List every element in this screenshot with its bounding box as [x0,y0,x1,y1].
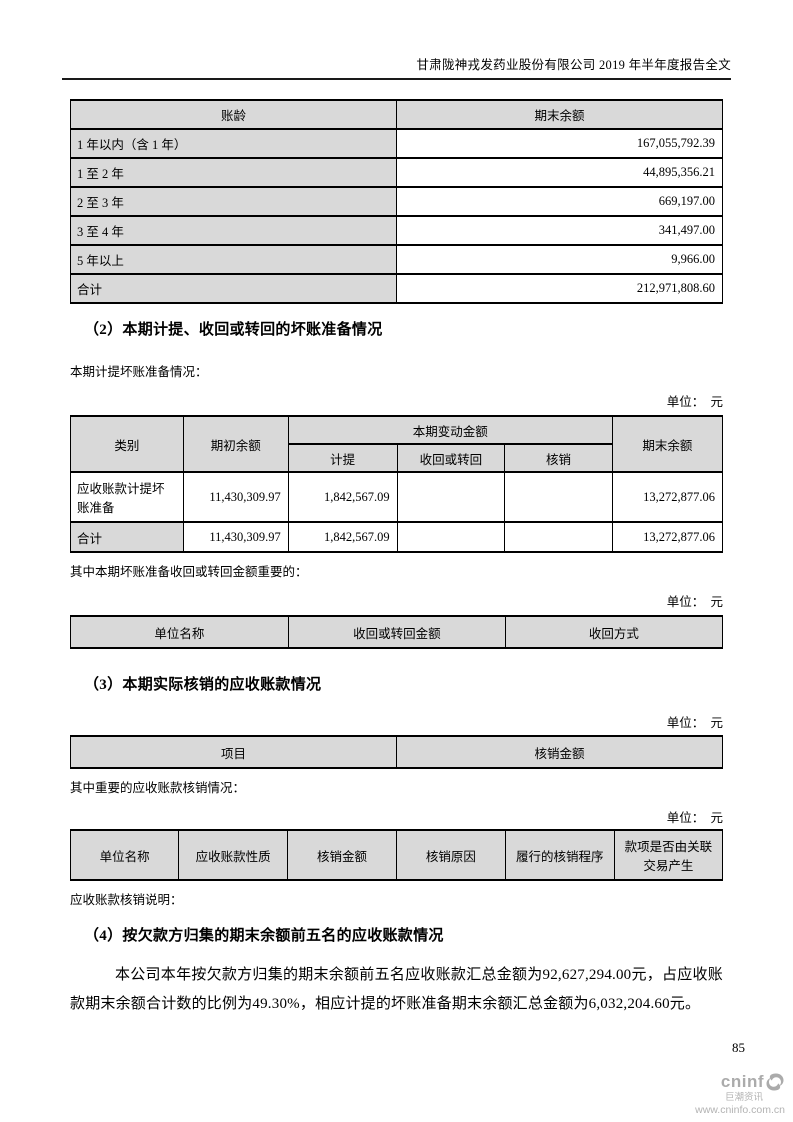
top-five-receivables-paragraph: 本公司本年按欠款方归集的期末余额前五名应收账款汇总金额为92,627,294.0… [70,967,723,1012]
item-column-header: 项目 [70,735,397,769]
cninfo-swirl-icon [766,1073,784,1091]
aging-value: 44,895,356.21 [396,157,723,188]
recovery-table: 单位名称 收回或转回金额 收回方式 [70,615,724,649]
table-row: 5 年以上 9,966.00 [70,244,723,275]
provision-header-row-1: 类别 期初余额 本期变动金额 期末余额 [70,415,724,473]
recover-amount-column-header: 收回或转回金额 [287,615,506,649]
writeoff-header-row: 项目 核销金额 [70,735,723,769]
accrual-column-header: 计提 [287,443,398,473]
aging-label: 5 年以上 [70,244,397,275]
writeoff-amount-column-header: 核销金额 [287,829,397,881]
aging-table: 账龄 期末余额 1 年以内（含 1 年） 167,055,792.39 1 至 … [70,99,723,304]
provision-total-writeoff [504,521,613,553]
unit-name-column-header: 单位名称 [70,615,289,649]
provision-header-row-2: 计提 收回或转回 核销 [71,443,723,473]
unit-label: 单位： 元 [666,595,723,609]
section-heading-2: （2）本期计提、收回或转回的坏账准备情况 [84,322,383,338]
note-important-writeoff: 其中重要的应收账款核销情况： [70,781,246,795]
provision-accrual: 1,842,567.09 [287,471,398,523]
aging-total-value: 212,971,808.60 [396,273,723,304]
aging-value: 669,197.00 [396,186,723,217]
provision-table: 类别 期初余额 本期变动金额 期末余额 计提 收回或转回 核销 应收账款计提坏账… [70,415,724,553]
unit-label: 单位： 元 [666,716,723,730]
note-recovery: 其中本期坏账准备收回或转回金额重要的： [70,565,308,579]
receivable-nature-column-header: 应收账款性质 [178,829,289,881]
writeoff-procedure-column-header: 履行的核销程序 [504,829,615,881]
note-provision: 本期计提坏账准备情况： [70,365,208,379]
writeoff-reason-column-header: 核销原因 [395,829,506,881]
aging-table-header-row: 账龄 期末余额 [70,99,723,130]
aging-label: 3 至 4 年 [70,215,397,246]
cninfo-logo-row: cninf [695,1072,785,1092]
unit-label: 单位： 元 [666,811,723,825]
table-total-row: 合计 11,430,309.97 1,842,567.09 13,272,877… [70,521,724,553]
closing-balance-column-header: 期末余额 [396,99,723,130]
important-writeoff-header-row: 单位名称 应收账款性质 核销金额 核销原因 履行的核销程序 款项是否由关联交易产… [69,829,724,881]
provision-category: 应收账款计提坏账准备 [70,471,184,523]
provision-total-recover [396,521,506,553]
provision-total-accrual: 1,842,567.09 [287,521,398,553]
writeoff-column-header: 核销 [504,443,613,473]
writeoff-amount-column-header: 核销金额 [396,735,723,769]
unit-label: 单位： 元 [666,395,723,409]
aging-label: 2 至 3 年 [70,186,397,217]
section-heading-3: （3）本期实际核销的应收账款情况 [84,677,322,693]
important-writeoff-table: 单位名称 应收账款性质 核销金额 核销原因 履行的核销程序 款项是否由关联交易产… [69,829,724,881]
provision-total-label: 合计 [70,521,184,553]
provision-closing: 13,272,877.06 [611,471,724,523]
aging-column-header: 账龄 [70,99,397,130]
cninfo-logo: cninf 巨潮资讯 www.cninfo.com.cn [695,1072,785,1116]
page-header-title: 甘肃陇神戎发药业股份有限公司 2019 年半年度报告全文 [416,58,731,72]
related-party-column-header: 款项是否由关联交易产生 [613,829,724,881]
aging-value: 341,497.00 [396,215,723,246]
table-row: 2 至 3 年 669,197.00 [70,186,723,217]
recovery-header-row: 单位名称 收回或转回金额 收回方式 [70,615,724,649]
page-number: 85 [732,1040,745,1055]
unit-name-column-header: 单位名称 [69,829,180,881]
provision-recover [396,471,506,523]
note-writeoff-explain: 应收账款核销说明： [70,893,183,907]
section-heading-4: （4）按欠款方归集的期末余额前五名的应收账款情况 [84,928,444,944]
cninfo-logo-subtext: 巨潮资讯 [724,1092,763,1103]
provision-total-opening: 11,430,309.97 [182,521,289,553]
table-total-row: 合计 212,971,808.60 [70,273,723,304]
closing-balance-column-header: 期末余额 [611,415,724,473]
table-row: 应收账款计提坏账准备 11,430,309.97 1,842,567.09 13… [70,471,724,523]
aging-value: 167,055,792.39 [396,128,723,159]
recover-column-header: 收回或转回 [396,443,506,473]
aging-total-label: 合计 [70,273,397,304]
aging-label: 1 年以内（含 1 年） [70,128,397,159]
provision-total-closing: 13,272,877.06 [611,521,724,553]
category-column-header: 类别 [70,415,184,473]
aging-value: 9,966.00 [396,244,723,275]
provision-opening: 11,430,309.97 [182,471,289,523]
writeoff-table: 项目 核销金额 [70,735,723,769]
cninfo-logo-text: cninf [720,1072,764,1092]
recover-method-column-header: 收回方式 [504,615,724,649]
page-content: 甘肃陇神戎发药业股份有限公司 2019 年半年度报告全文 账龄 期末余额 1 年… [62,0,731,1012]
provision-writeoff [504,471,613,523]
period-change-group-header: 本期变动金额 [287,415,613,445]
page-header: 甘肃陇神戎发药业股份有限公司 2019 年半年度报告全文 [62,0,731,80]
opening-balance-column-header: 期初余额 [182,415,289,473]
table-row: 3 至 4 年 341,497.00 [70,215,723,246]
table-row: 1 年以内（含 1 年） 167,055,792.39 [70,128,723,159]
table-row: 1 至 2 年 44,895,356.21 [70,157,723,188]
cninfo-logo-url: www.cninfo.com.cn [695,1103,785,1116]
aging-label: 1 至 2 年 [70,157,397,188]
